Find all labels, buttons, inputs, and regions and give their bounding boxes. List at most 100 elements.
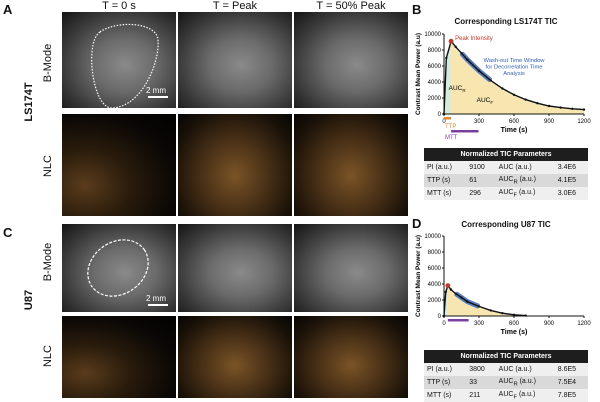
auc-fall-label: AUCF bbox=[477, 97, 494, 105]
row-label-bmode-bottom: B-Mode bbox=[42, 242, 54, 282]
scale-bar bbox=[148, 96, 168, 98]
table-cell: AUC (a.u.) bbox=[495, 161, 555, 174]
ultrasound-bmode-u87-peak bbox=[178, 224, 292, 312]
y-axis-label: Contrast Mean Power (a.u) bbox=[415, 33, 422, 115]
ttp-bar bbox=[444, 117, 452, 120]
panel-letter-a: A bbox=[3, 2, 13, 17]
data-point bbox=[466, 300, 469, 303]
data-point bbox=[445, 56, 448, 60]
row-label-nlc-top: NLC bbox=[42, 155, 54, 178]
table-cell: 3.4E6 bbox=[554, 161, 588, 174]
peak-intensity-label: Peak Intensity bbox=[455, 36, 493, 42]
tic-parameters-table-ls174t: Normalized TIC Parameters PI (a.u.) 9100… bbox=[424, 148, 588, 200]
data-point bbox=[489, 79, 492, 82]
data-point bbox=[444, 290, 447, 294]
table-cell: 7.8E5 bbox=[554, 389, 588, 402]
table-cell: 61 bbox=[466, 174, 496, 187]
x-tick-label: 1200 bbox=[577, 321, 591, 327]
data-point bbox=[454, 45, 457, 48]
ultrasound-bmode-ls174t-50peak bbox=[294, 12, 408, 108]
peak-marker bbox=[448, 38, 454, 44]
data-point bbox=[536, 102, 539, 105]
y-tick-label: 10000 bbox=[424, 234, 441, 240]
table-cell: AUCF (a.u.) bbox=[495, 389, 555, 402]
ultrasound-nlc-u87-t0 bbox=[62, 316, 176, 398]
y-tick-label: 10000 bbox=[424, 32, 441, 38]
ttp-label: TTP bbox=[445, 124, 456, 130]
cell-line-label-u87: U87 bbox=[23, 289, 35, 311]
data-point bbox=[454, 292, 457, 295]
table-cell: 211 bbox=[466, 389, 496, 402]
table-cell: AUCR (a.u.) bbox=[495, 376, 555, 389]
ultrasound-nlc-ls174t-50peak bbox=[294, 114, 408, 216]
table-cell: 296 bbox=[466, 187, 496, 200]
table-cell: 3.0E6 bbox=[554, 187, 588, 200]
data-point bbox=[460, 52, 463, 55]
x-tick-label: 600 bbox=[509, 119, 520, 125]
data-point bbox=[477, 69, 481, 72]
table-cell: 4.1E5 bbox=[554, 174, 588, 187]
panel-letter-c: C bbox=[3, 225, 13, 240]
data-point bbox=[582, 108, 586, 111]
table-cell: MTT (s) bbox=[424, 389, 467, 402]
series-line bbox=[443, 39, 585, 115]
data-point bbox=[559, 106, 562, 109]
y-tick-label: 2000 bbox=[428, 298, 442, 304]
data-point bbox=[489, 309, 492, 312]
table-cell: PI (a.u.) bbox=[424, 363, 467, 376]
tumor-roi-outline bbox=[91, 23, 159, 108]
x-axis-label: Time (s) bbox=[501, 329, 528, 336]
tic-parameters-table-u87: Normalized TIC Parameters PI (a.u.) 3800… bbox=[424, 350, 588, 402]
y-tick-label: 8000 bbox=[428, 250, 442, 256]
scale-bar-label: 2 mm bbox=[146, 86, 166, 95]
data-point bbox=[466, 58, 469, 61]
chart-title-ls174t: Corresponding LS174T TIC bbox=[454, 17, 558, 26]
table-cell: 3800 bbox=[466, 363, 496, 376]
data-point bbox=[571, 107, 574, 111]
ultrasound-nlc-u87-peak bbox=[178, 316, 292, 398]
y-tick-label: 8000 bbox=[428, 48, 442, 54]
table-cell: 33 bbox=[466, 376, 496, 389]
ultrasound-nlc-ls174t-peak bbox=[178, 114, 292, 216]
table-cell: TTP (s) bbox=[424, 376, 467, 389]
x-tick-label: 0 bbox=[442, 321, 446, 327]
table-cell: 8.6E5 bbox=[554, 363, 588, 376]
x-tick-label: 300 bbox=[474, 321, 485, 327]
data-point bbox=[501, 87, 504, 90]
data-point bbox=[460, 296, 463, 299]
y-tick-label: 2000 bbox=[428, 96, 442, 102]
table-cell: AUCR (a.u.) bbox=[495, 174, 555, 187]
tic-chart-ls174t: 0 300 600 900 1200 0 2000 4000 6000 8000 10000 Time… bbox=[415, 32, 591, 141]
mtt-bar bbox=[451, 130, 479, 133]
table-cell: MTT (s) bbox=[424, 187, 467, 200]
x-tick-label: 1200 bbox=[577, 119, 591, 125]
cell-line-label-ls174t: LS174T bbox=[23, 82, 35, 122]
y-tick-label: 0 bbox=[438, 112, 442, 118]
data-point bbox=[547, 104, 551, 108]
table-cell: AUC (a.u.) bbox=[495, 363, 555, 376]
ultrasound-nlc-ls174t-t0 bbox=[62, 114, 176, 216]
y-axis-label: Contrast Mean Power (a.u) bbox=[415, 235, 422, 317]
auc-fall-area bbox=[451, 41, 584, 115]
data-point bbox=[477, 305, 481, 308]
tumor-roi-outline-u87 bbox=[87, 239, 149, 297]
y-tick-label: 0 bbox=[438, 314, 442, 320]
row-label-nlc-bottom: NLC bbox=[42, 345, 54, 368]
scale-bar-label-u87: 2 mm bbox=[146, 294, 166, 303]
ultrasound-nlc-u87-50peak bbox=[294, 316, 408, 398]
table-cell: PI (a.u.) bbox=[424, 161, 467, 174]
ultrasound-bmode-ls174t-peak bbox=[178, 12, 292, 108]
scale-bar-u87 bbox=[148, 304, 168, 306]
y-tick-label: 4000 bbox=[428, 282, 442, 288]
y-tick-label: 4000 bbox=[428, 80, 442, 86]
peak-marker bbox=[445, 283, 451, 288]
table-cell: AUCF (a.u.) bbox=[495, 187, 555, 200]
x-axis-label: Time (s) bbox=[501, 127, 528, 134]
ultrasound-bmode-u87-t0: 2 mm bbox=[62, 224, 176, 312]
column-title-t0: T = 0 s bbox=[102, 0, 136, 12]
chart-title-u87: Corresponding U87 TIC bbox=[461, 220, 551, 229]
data-point bbox=[449, 288, 453, 291]
y-tick-label: 6000 bbox=[428, 266, 442, 272]
table-cell: 7.5E4 bbox=[554, 376, 588, 389]
auc-rise-area bbox=[444, 41, 452, 115]
